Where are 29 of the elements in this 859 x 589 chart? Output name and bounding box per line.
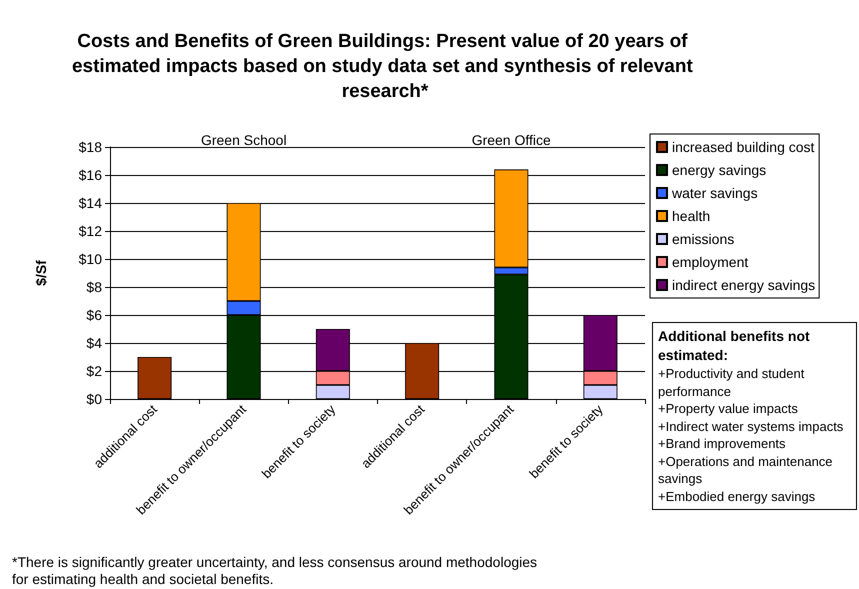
y-tick-label: $2 <box>86 363 102 379</box>
legend-label: increased building cost <box>672 139 815 155</box>
text: +Brand improvements <box>658 435 787 452</box>
legend-label: energy savings <box>672 162 766 178</box>
y-tick-label: $10 <box>78 251 102 267</box>
y-tick-label: $14 <box>78 195 102 211</box>
y-tick-label: $8 <box>86 279 102 295</box>
legend-label: employment <box>672 254 748 270</box>
y-tick-label: $16 <box>78 167 102 183</box>
y-axis-title: $/Sf <box>33 260 49 286</box>
text: +Embodied energy savings <box>658 488 816 505</box>
y-tick-label: $18 <box>78 139 102 155</box>
y-tick-label: $6 <box>86 307 102 323</box>
text: Additional benefits not estimated: <box>658 327 811 365</box>
legend-label: indirect energy savings <box>672 277 816 293</box>
legend-label: water savings <box>671 185 758 201</box>
text: +Property value impacts <box>658 400 799 418</box>
text: +Operations and maintenance savings <box>658 452 834 488</box>
text: +Indirect water systems impacts <box>658 418 844 435</box>
annotation: Green School <box>200 132 287 148</box>
legend-label: health <box>672 208 710 224</box>
legend-label: emissions <box>672 231 734 247</box>
y-tick-label: $12 <box>78 223 102 239</box>
y-tick-label: $0 <box>86 391 102 407</box>
y-tick-label: $4 <box>86 335 102 351</box>
text: +Productivity and student performance <box>658 365 806 400</box>
annotation: Green Office <box>472 132 552 148</box>
text: *There is significantly greater uncertainty, and less consensus around methodologies for estimating health and societal benefits. <box>12 554 538 588</box>
chart-title: Costs and Benefits of Green Buildings: Present value of 20 years of estimated impacts based on study data set and synthesis of relevant research* <box>72 31 698 102</box>
